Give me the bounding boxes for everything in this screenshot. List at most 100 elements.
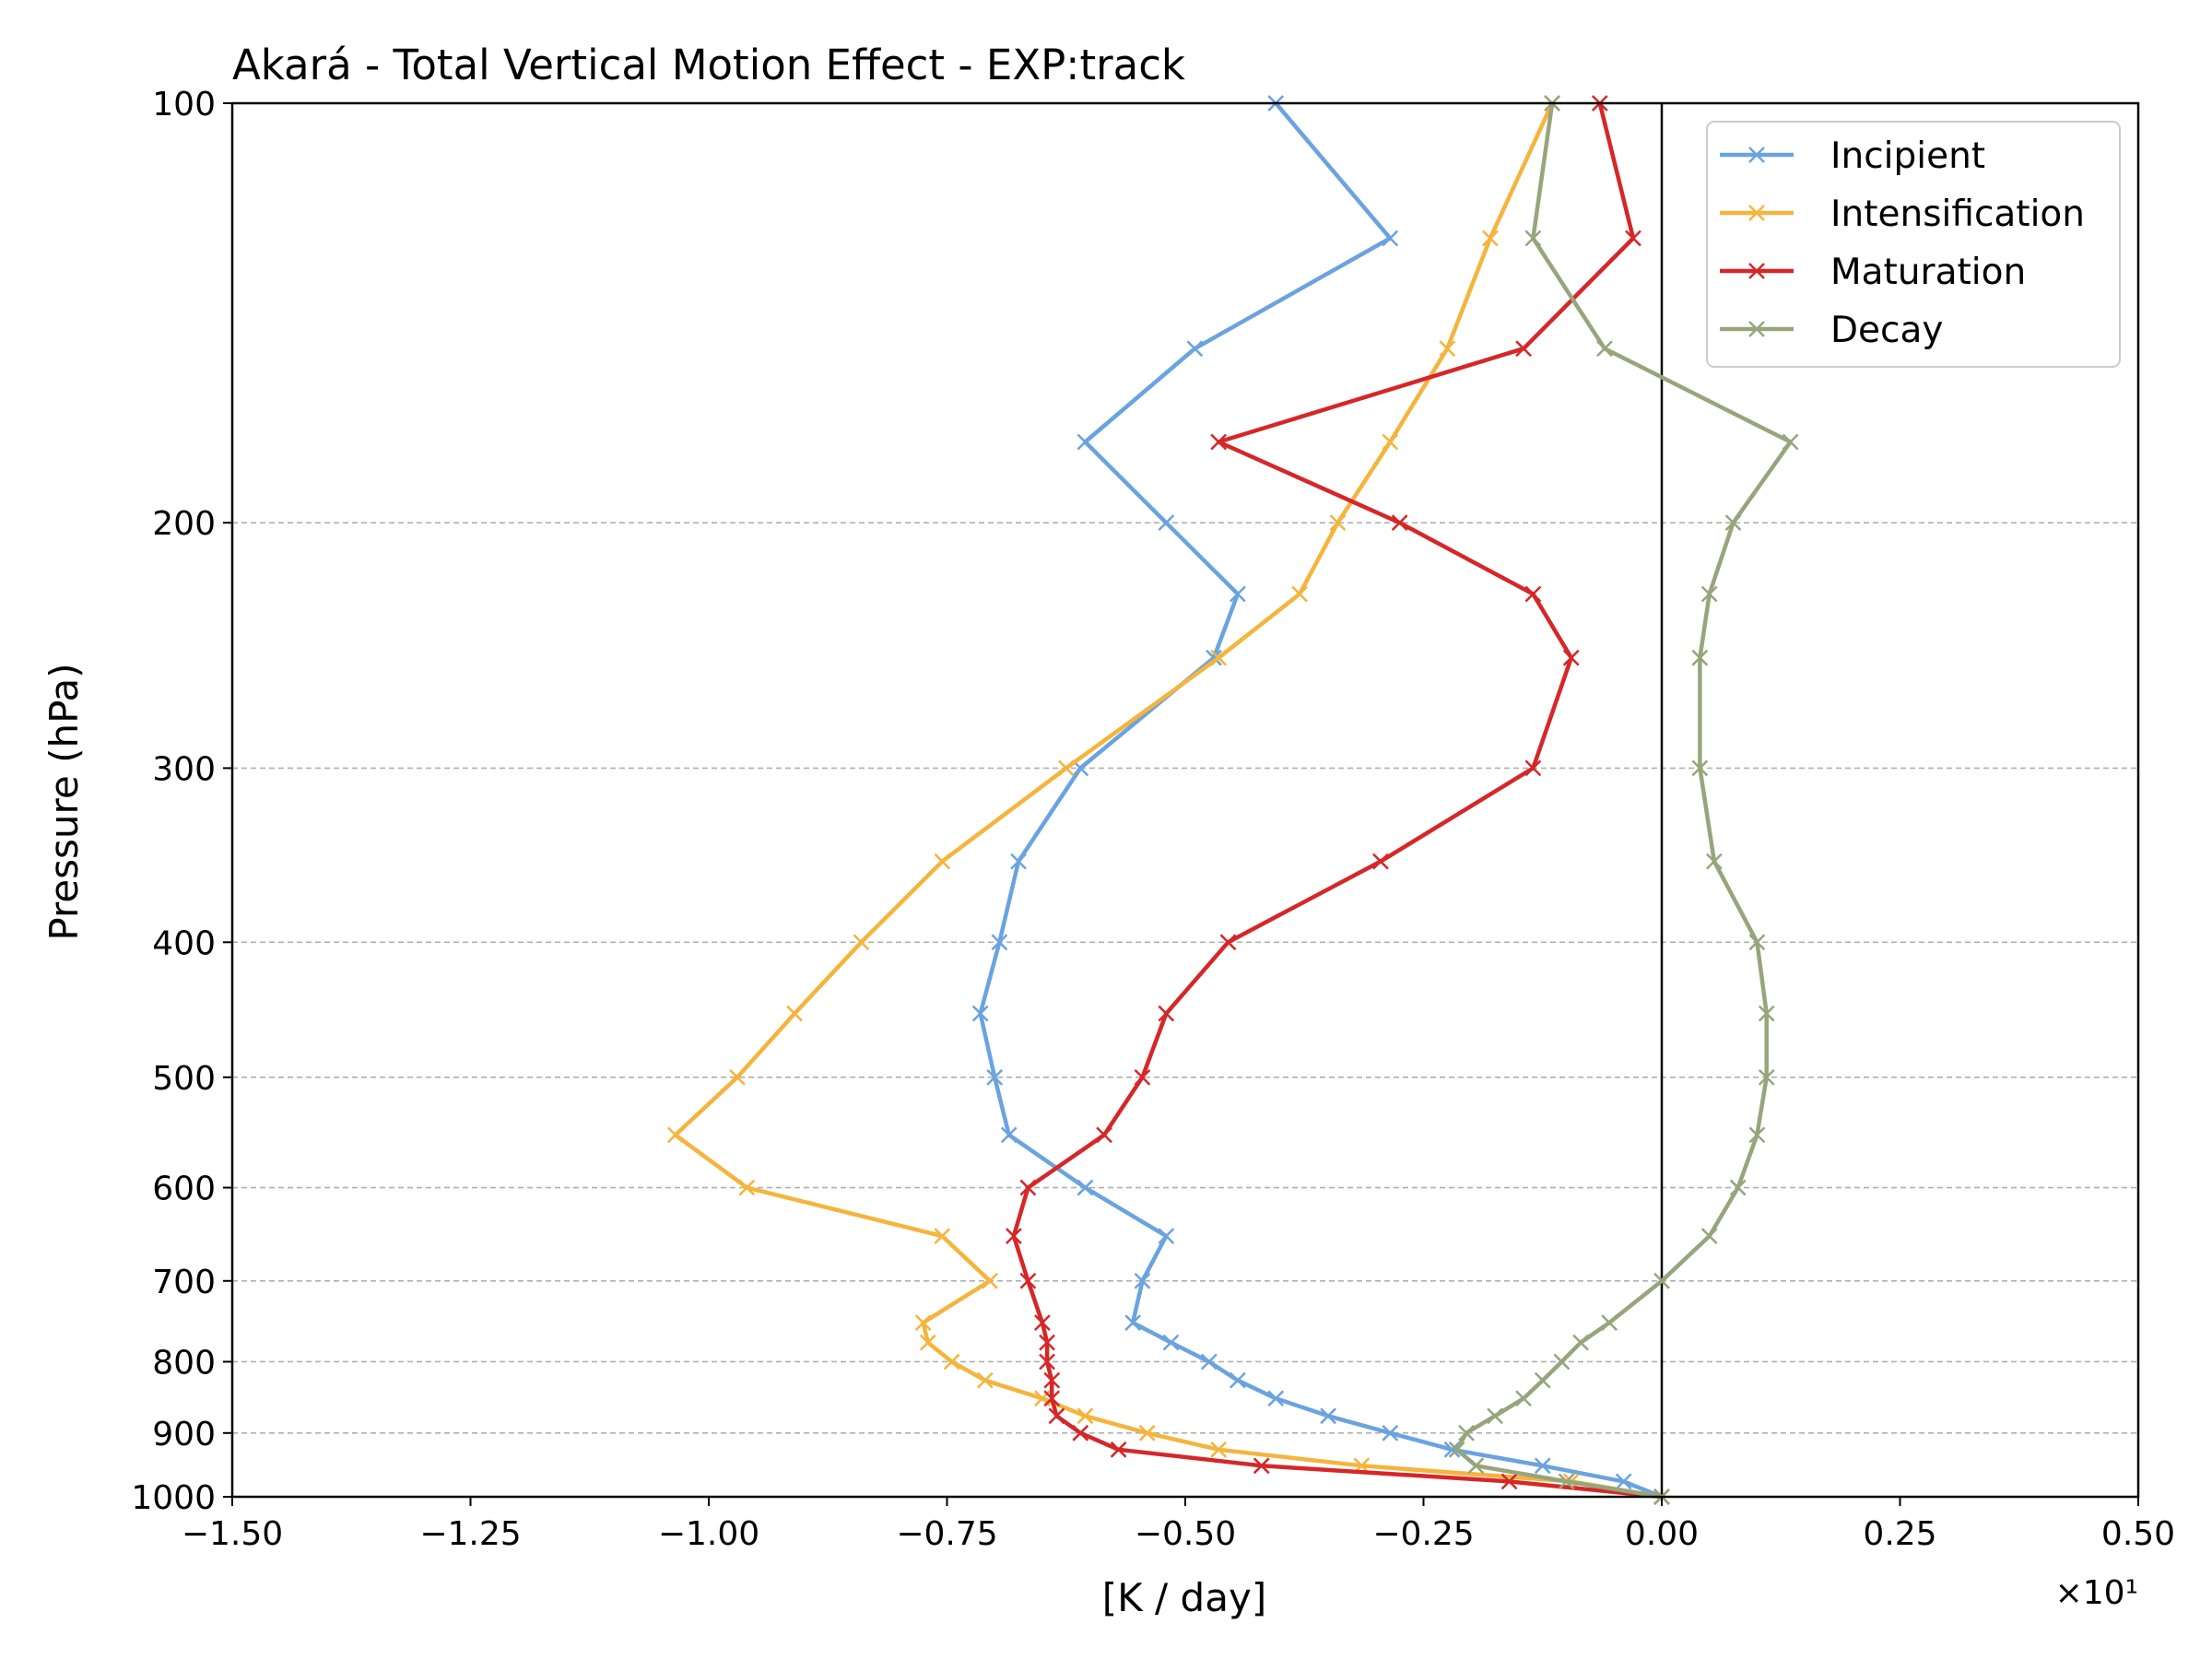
data-point-intensification (1210, 649, 1228, 666)
x-tick-label: −0.75 (896, 1515, 997, 1553)
data-point-incipient (1229, 585, 1246, 603)
data-point-intensification (738, 1179, 756, 1196)
legend-label-incipient: Incipient (1830, 135, 1985, 177)
data-point-incipient (1010, 853, 1027, 870)
x-tick-label: 0.00 (1625, 1515, 1699, 1553)
y-tick-label: 300 (152, 750, 216, 788)
data-point-decay (1758, 1068, 1775, 1086)
data-point-maturation (1072, 1424, 1089, 1441)
y-tick-label: 100 (152, 86, 216, 124)
legend: Incipient Intensification Maturation Decay (1706, 121, 2121, 368)
y-tick-label: 900 (152, 1416, 216, 1453)
y-tick-label: 1000 (131, 1479, 216, 1517)
data-point-decay (1534, 1371, 1551, 1389)
data-point-incipient (1000, 1126, 1018, 1144)
data-point-incipient (971, 1005, 989, 1022)
data-point-intensification (853, 934, 870, 951)
data-point-maturation (1110, 1441, 1127, 1458)
data-point-incipient (1534, 1457, 1551, 1475)
data-point-maturation (1524, 759, 1542, 777)
y-tick-label: 400 (152, 924, 216, 962)
legend-marker-maturation (1748, 263, 1765, 279)
legend-label-maturation: Maturation (1830, 252, 2026, 293)
x-axis-offset-label: ×10¹ (2055, 1574, 2138, 1612)
legend-item-incipient: Incipient (1720, 135, 1985, 177)
data-point-incipient (991, 934, 1008, 951)
data-point-maturation (1019, 1179, 1037, 1196)
legend-box (1706, 121, 2121, 368)
data-point-maturation (1500, 1473, 1518, 1490)
data-point-incipient (1186, 340, 1204, 358)
data-point-incipient (1158, 514, 1175, 532)
data-point-decay (1458, 1424, 1475, 1441)
data-point-decay (1448, 1441, 1465, 1458)
data-point-maturation (1515, 340, 1532, 358)
data-point-intensification (786, 1005, 803, 1022)
data-point-maturation (1219, 934, 1237, 951)
data-point-incipient (1077, 433, 1094, 451)
legend-marker-incipient (1748, 147, 1765, 163)
data-point-intensification (1210, 1441, 1228, 1458)
data-point-decay (1700, 585, 1718, 603)
data-point-decay (1553, 1353, 1571, 1371)
data-point-incipient (1320, 1407, 1336, 1425)
legend-marker-intensification (1748, 205, 1765, 221)
data-point-maturation (1134, 1068, 1151, 1086)
data-point-incipient (1382, 1424, 1399, 1441)
data-point-intensification (1329, 514, 1347, 532)
y-tick-label: 500 (152, 1060, 216, 1098)
data-point-intensification (914, 1314, 932, 1331)
y-axis-ticks: 100 200 300 400 500 600 700 800 900 1000 (131, 86, 232, 1517)
x-tick-label: 0.25 (1863, 1515, 1936, 1553)
data-point-incipient (1077, 1179, 1094, 1196)
data-point-incipient (1162, 1334, 1180, 1351)
data-point-incipient (1158, 1228, 1175, 1245)
data-point-incipient (1134, 1272, 1151, 1289)
data-point-intensification (1439, 340, 1456, 358)
data-point-incipient (1124, 1314, 1142, 1331)
data-point-maturation (1039, 1353, 1055, 1371)
data-point-intensification (934, 853, 951, 870)
series-decay (1448, 95, 1799, 1505)
data-point-incipient (1267, 1390, 1285, 1407)
legend-label-decay: Decay (1830, 310, 1943, 351)
legend-marker-decay (1748, 321, 1765, 337)
data-point-intensification (976, 1371, 994, 1389)
x-tick-label: 0.50 (2101, 1515, 2175, 1553)
data-point-incipient (1229, 1371, 1246, 1389)
data-point-incipient (1443, 1441, 1461, 1458)
data-point-decay (1782, 433, 1799, 451)
y-axis-label: Pressure (hPa) (41, 663, 87, 940)
x-tick-label: −0.25 (1372, 1515, 1474, 1553)
data-point-maturation (1524, 585, 1542, 603)
x-tick-label: −1.25 (419, 1515, 521, 1553)
x-tick-label: −1.00 (658, 1515, 759, 1553)
data-point-intensification (729, 1068, 746, 1086)
data-point-intensification (666, 1126, 684, 1144)
legend-item-decay: Decay (1720, 310, 1943, 351)
data-point-maturation (1019, 1272, 1037, 1289)
data-point-incipient (986, 1068, 1004, 1086)
data-point-decay (1691, 759, 1709, 777)
data-point-decay (1524, 229, 1542, 247)
data-point-decay (1705, 853, 1723, 870)
data-point-intensification (1077, 1407, 1094, 1425)
data-point-maturation (1158, 1005, 1175, 1022)
data-point-intensification (982, 1272, 998, 1289)
data-point-maturation (1625, 229, 1641, 247)
data-point-decay (1758, 1005, 1775, 1022)
data-point-decay (1700, 1228, 1718, 1245)
x-tick-label: −0.50 (1135, 1515, 1236, 1553)
x-axis-ticks: −1.50 −1.25 −1.00 −0.75 −0.50 −0.25 0.00 0.25 0.… (182, 1497, 2175, 1553)
series-intensification (666, 95, 1670, 1505)
data-point-incipient (1615, 1473, 1632, 1490)
data-point-decay (1515, 1390, 1532, 1407)
data-point-intensification (1481, 229, 1499, 247)
x-tick-label: −1.50 (182, 1515, 283, 1553)
data-point-decay (1572, 1334, 1589, 1351)
data-point-decay (1748, 934, 1766, 951)
data-point-maturation (1210, 433, 1228, 451)
chart-title: Akará - Total Vertical Motion Effect - E… (232, 41, 1185, 89)
legend-item-intensification: Intensification (1720, 194, 2085, 235)
data-point-intensification (919, 1334, 936, 1351)
